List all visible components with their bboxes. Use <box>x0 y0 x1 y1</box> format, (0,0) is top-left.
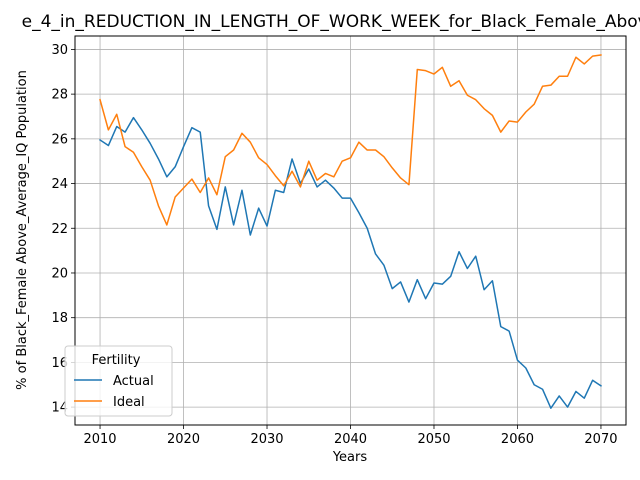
y-tick-label-30: 30 <box>51 43 68 58</box>
x-tick-label-2020: 2020 <box>167 432 200 447</box>
y-tick-label-14: 14 <box>51 401 68 416</box>
x-tick-label-2030: 2030 <box>250 432 283 447</box>
x-tick-label-2070: 2070 <box>584 432 617 447</box>
y-tick-label-18: 18 <box>51 311 68 326</box>
y-tick-label-24: 24 <box>51 177 68 192</box>
ticks: 2010 2020 2030 2040 2050 2060 2070 14 16 18 20 22 24… <box>51 43 617 447</box>
x-axis-label: Years <box>332 450 368 465</box>
series-lines <box>99 54 602 409</box>
legend: Fertility Actual Ideal <box>64 345 173 417</box>
y-axis-label: % of Black_Female Above_Average_IQ Popul… <box>15 70 30 390</box>
grid <box>75 36 626 425</box>
chart-title: e_4_in_REDUCTION_IN_LENGTH_OF_WORK_WEEK_… <box>22 12 640 32</box>
y-tick-label-28: 28 <box>51 88 68 103</box>
x-tick-label-2010: 2010 <box>83 432 116 447</box>
x-tick-label-2060: 2060 <box>501 432 534 447</box>
legend-label-actual: Actual <box>113 374 154 389</box>
y-tick-label-16: 16 <box>51 356 68 371</box>
y-tick-label-22: 22 <box>51 222 68 237</box>
x-tick-label-2040: 2040 <box>334 432 367 447</box>
y-tick-label-26: 26 <box>51 132 68 147</box>
legend-label-ideal: Ideal <box>113 395 145 410</box>
legend-box <box>64 345 173 417</box>
y-tick-label-20: 20 <box>51 266 68 281</box>
legend-title: Fertility <box>92 353 141 368</box>
x-tick-label-2050: 2050 <box>417 432 450 447</box>
series-line-actual <box>99 116 602 409</box>
series-line-ideal <box>99 54 602 226</box>
